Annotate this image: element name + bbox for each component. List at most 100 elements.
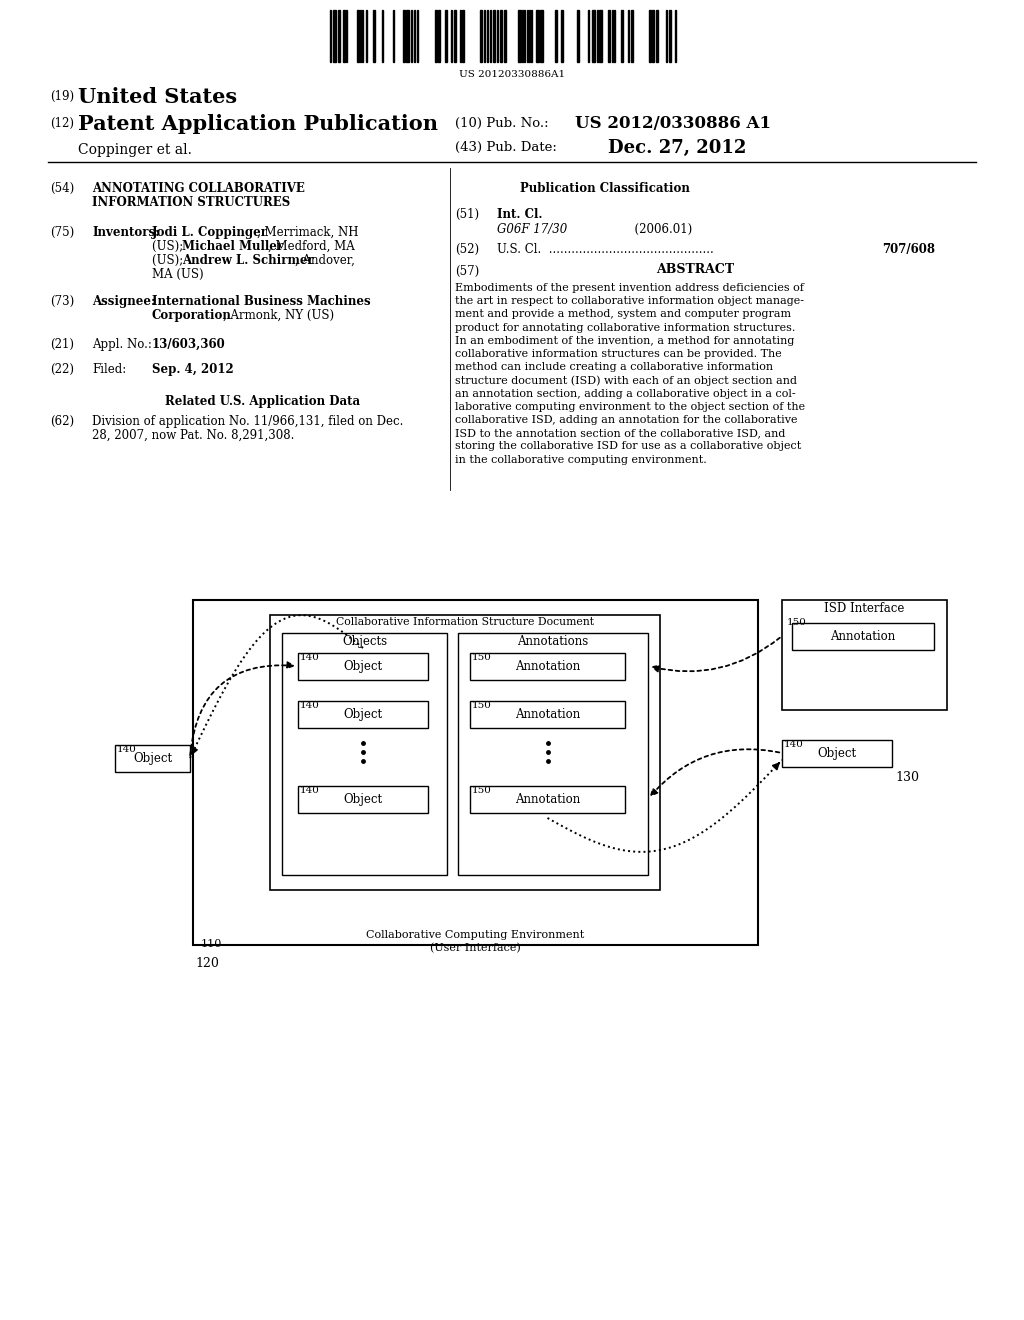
- Text: MA (US): MA (US): [152, 268, 204, 281]
- Text: structure document (ISD) with each of an object section and: structure document (ISD) with each of an…: [455, 375, 797, 385]
- Text: US 2012/0330886 A1: US 2012/0330886 A1: [575, 115, 771, 132]
- Text: (2006.01): (2006.01): [597, 223, 692, 236]
- Bar: [493, 11, 495, 62]
- Text: Corporation: Corporation: [152, 309, 231, 322]
- Text: (US);: (US);: [152, 240, 187, 253]
- Text: ABSTRACT: ABSTRACT: [656, 263, 734, 276]
- Text: 140: 140: [784, 741, 804, 748]
- Text: Annotation: Annotation: [515, 708, 581, 721]
- Text: product for annotating collaborative information structures.: product for annotating collaborative inf…: [455, 322, 796, 333]
- Text: (21): (21): [50, 338, 74, 351]
- Bar: [470, 653, 625, 680]
- Text: , Armonk, NY (US): , Armonk, NY (US): [223, 309, 334, 322]
- Text: (52): (52): [455, 243, 479, 256]
- Text: United States: United States: [78, 87, 238, 107]
- Text: Andrew L. Schirmer: Andrew L. Schirmer: [182, 253, 313, 267]
- Bar: [298, 701, 428, 729]
- Text: ment and provide a method, system and computer program: ment and provide a method, system and co…: [455, 309, 792, 319]
- Bar: [592, 11, 595, 62]
- Text: method can include creating a collaborative information: method can include creating a collaborat…: [455, 362, 773, 372]
- Text: Annotations: Annotations: [517, 635, 589, 648]
- Text: 140: 140: [300, 785, 319, 795]
- Text: 707/608: 707/608: [882, 243, 935, 256]
- Text: Patent Application Publication: Patent Application Publication: [78, 114, 438, 135]
- Text: U.S. Cl.: U.S. Cl.: [497, 243, 542, 256]
- Text: storing the collaborative ISD for use as a collaborative object: storing the collaborative ISD for use as…: [455, 441, 801, 451]
- Text: Object: Object: [343, 793, 383, 807]
- Text: Michael Muller: Michael Muller: [182, 240, 283, 253]
- Text: Related U.S. Application Data: Related U.S. Application Data: [165, 395, 360, 408]
- Text: (10) Pub. No.:: (10) Pub. No.:: [455, 117, 549, 129]
- Text: 130: 130: [895, 771, 919, 784]
- Bar: [282, 634, 447, 875]
- Bar: [470, 785, 625, 813]
- Text: (57): (57): [455, 265, 479, 279]
- Text: (73): (73): [50, 294, 75, 308]
- Bar: [333, 11, 336, 62]
- Bar: [298, 785, 428, 813]
- Text: , Andover,: , Andover,: [295, 253, 355, 267]
- Text: Collaborative Information Structure Document: Collaborative Information Structure Docu…: [336, 616, 594, 627]
- Text: the art in respect to collaborative information object manage-: the art in respect to collaborative info…: [455, 296, 804, 306]
- Text: , Merrimack, NH: , Merrimack, NH: [257, 226, 358, 239]
- Text: Publication Classification: Publication Classification: [520, 182, 690, 195]
- Text: (75): (75): [50, 226, 75, 239]
- Text: US 20120330886A1: US 20120330886A1: [459, 70, 565, 79]
- Text: laborative computing environment to the object section of the: laborative computing environment to the …: [455, 401, 805, 412]
- Bar: [608, 11, 610, 62]
- Text: (User Interface): (User Interface): [430, 942, 521, 953]
- Bar: [621, 11, 623, 62]
- Text: International Business Machines: International Business Machines: [152, 294, 371, 308]
- Text: 150: 150: [472, 785, 492, 795]
- Text: Object: Object: [817, 747, 856, 760]
- Bar: [652, 11, 654, 62]
- Bar: [458, 634, 648, 875]
- Bar: [782, 741, 892, 767]
- Bar: [504, 11, 506, 62]
- Text: Assignee:: Assignee:: [92, 294, 156, 308]
- Text: (US);: (US);: [152, 253, 187, 267]
- Bar: [577, 11, 579, 62]
- Text: (12): (12): [50, 117, 74, 129]
- Bar: [435, 11, 437, 62]
- Bar: [518, 11, 521, 62]
- Text: 140: 140: [117, 744, 137, 754]
- Bar: [406, 11, 409, 62]
- Bar: [357, 11, 359, 62]
- Text: 28, 2007, now Pat. No. 8,291,308.: 28, 2007, now Pat. No. 8,291,308.: [92, 429, 294, 442]
- Bar: [193, 601, 758, 945]
- Text: ISD Interface: ISD Interface: [824, 602, 904, 615]
- Text: INFORMATION STRUCTURES: INFORMATION STRUCTURES: [92, 195, 290, 209]
- Text: Int. Cl.: Int. Cl.: [497, 209, 543, 220]
- Text: (22): (22): [50, 363, 74, 376]
- Bar: [599, 11, 602, 62]
- Text: Inventors:: Inventors:: [92, 226, 160, 239]
- Bar: [462, 11, 464, 62]
- Text: Object: Object: [343, 660, 383, 673]
- Text: Division of application No. 11/966,131, filed on Dec.: Division of application No. 11/966,131, …: [92, 414, 403, 428]
- Text: G06F 17/30: G06F 17/30: [497, 223, 567, 236]
- Bar: [373, 11, 375, 62]
- Text: 140: 140: [300, 653, 319, 663]
- Text: Objects: Objects: [342, 635, 387, 648]
- Text: Filed:: Filed:: [92, 363, 126, 376]
- Text: Annotation: Annotation: [515, 660, 581, 673]
- Bar: [649, 11, 651, 62]
- Text: in the collaborative computing environment.: in the collaborative computing environme…: [455, 454, 707, 465]
- Text: 150: 150: [472, 653, 492, 663]
- Text: 150: 150: [787, 618, 807, 627]
- Bar: [631, 11, 633, 62]
- Text: ANNOTATING COLLABORATIVE: ANNOTATING COLLABORATIVE: [92, 182, 305, 195]
- Text: 150: 150: [472, 701, 492, 710]
- Text: (62): (62): [50, 414, 74, 428]
- Text: (54): (54): [50, 182, 75, 195]
- Bar: [454, 11, 456, 62]
- Bar: [555, 11, 557, 62]
- Bar: [500, 11, 502, 62]
- Bar: [540, 11, 543, 62]
- Text: In an embodiment of the invention, a method for annotating: In an embodiment of the invention, a met…: [455, 335, 795, 346]
- Text: ............................................: ........................................…: [545, 243, 714, 256]
- Bar: [480, 11, 482, 62]
- Bar: [445, 11, 447, 62]
- Text: Object: Object: [133, 752, 172, 766]
